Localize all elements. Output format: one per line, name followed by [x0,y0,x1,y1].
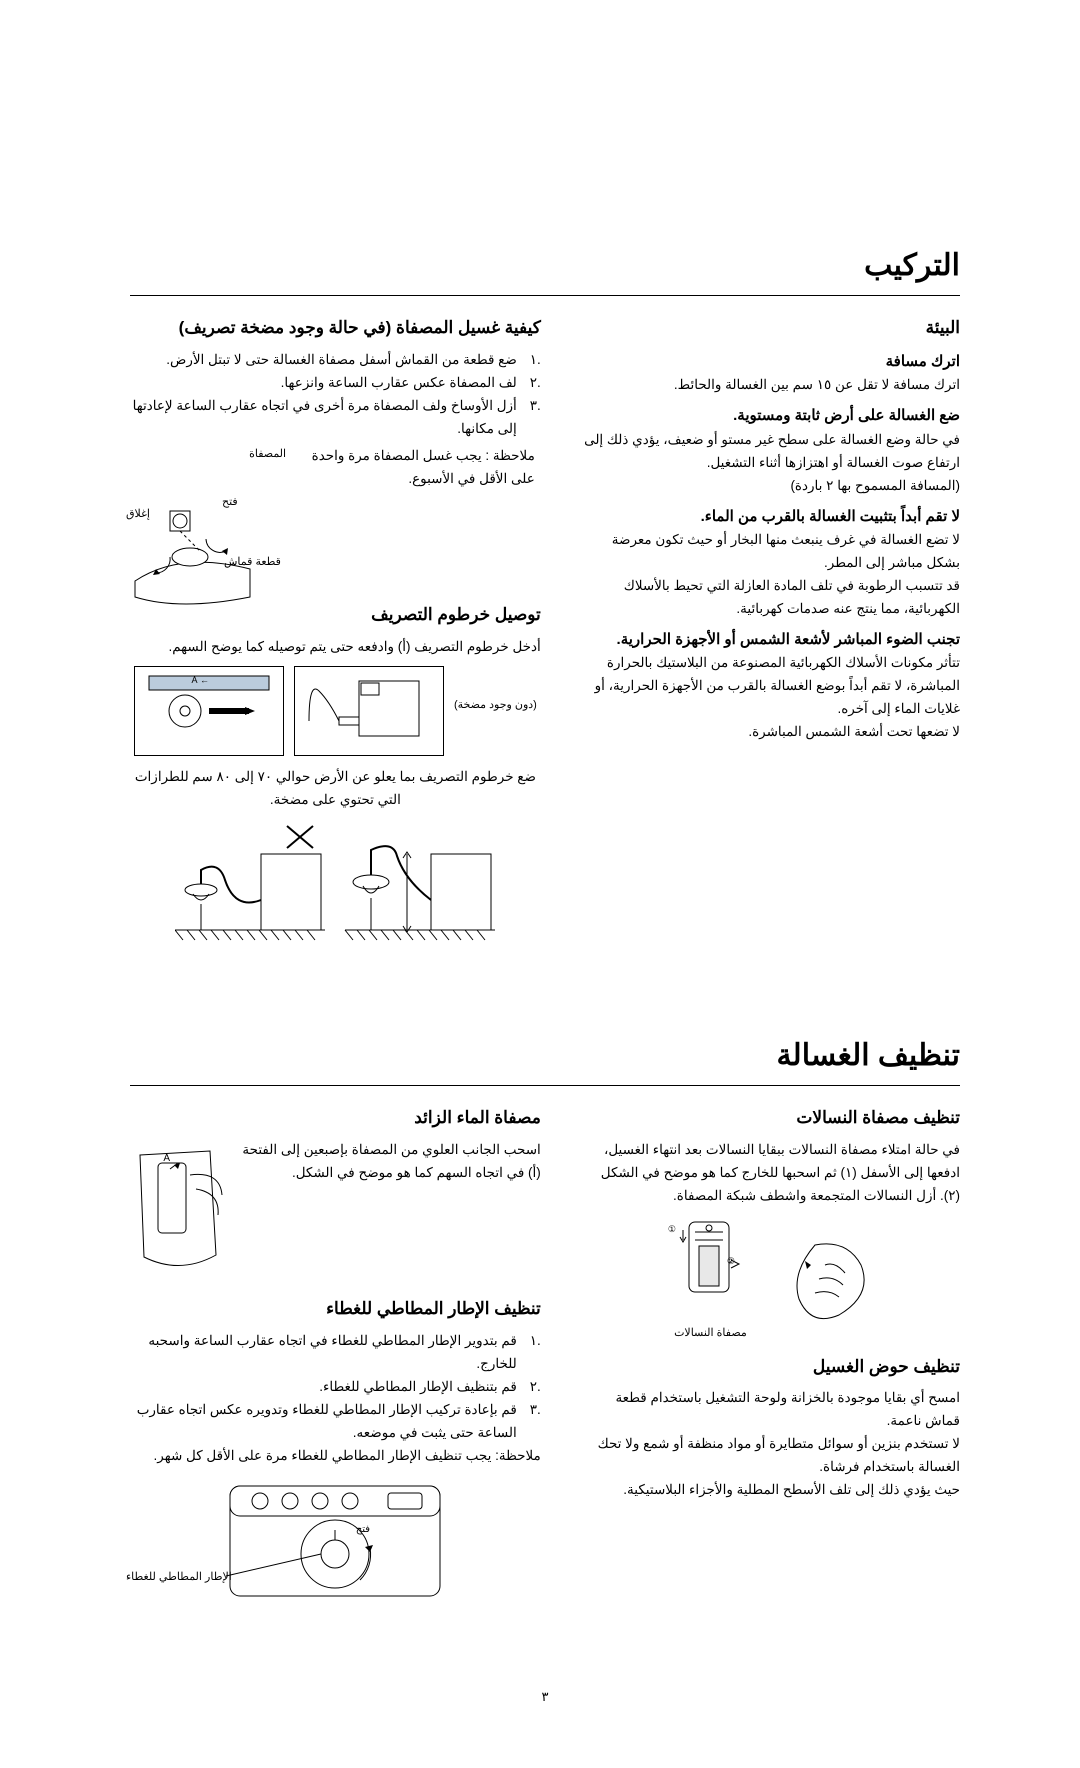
s1-i2: لف المصفاة عكس عقارب الساعة وانزعها. [281,372,517,395]
p3b: قد تتسبب الرطوبة في تلف المادة العازلة ا… [581,575,960,621]
p2a: في حالة وضع الغسالة على سطح غير مستو أو … [581,429,960,475]
cap-note: ملاحظة: يجب تنظيف الإطار المطاطي للغطاء … [130,1445,541,1468]
t3: لا تقم أبداً بتثبيت الغسالة بالقرب من ال… [581,504,960,530]
tub-p3: حيث يؤدي ذلك إلى تلف الأسطح المطلية والأ… [581,1479,960,1502]
t4: تجنب الضوء المباشر لأشعة الشمس أو الأجهز… [581,627,960,653]
svg-text:فتح: فتح [356,1524,370,1535]
page-number: ٣ [130,1686,960,1708]
cap-label: الإطار المطاطي للغطاء [126,1568,232,1587]
p4a: تتأثر مكونات الأسلاك الكهربائية المصنوعة… [581,652,960,721]
env-heading: البيئة [581,314,960,343]
lbl-close: فتح [222,493,238,512]
cap-figure: فتح الإطار المطاطي للغطاء [130,1476,541,1606]
tub-p2: لا تستخدم بنزين أو سوائل متطايرة أو مواد… [581,1433,960,1479]
cap-i1: قم بتدوير الإطار المطاطي للغطاء في اتجاه… [130,1330,517,1376]
lint-p: في حالة امتلاء مصفاة النسالات ببقايا الن… [581,1139,960,1208]
p1: اترك مسافة لا تقل عن ١٥ سم بين الغسالة و… [581,374,960,397]
section2-left: مصفاة الماء الزائد A اسحب الجانب العلوي … [130,1100,541,1605]
section1-title: التركيب [130,240,960,296]
section1-left: كيفية غسيل المصفاة (في حالة وجود مضخة تص… [130,310,541,950]
p2b: (المسافة المسموح بها ٢ باردة) [581,475,960,498]
cap-i3: قم بإعادة تركيب الإطار المطاطي للغطاء وت… [130,1399,517,1445]
lbl-cloth: قطعة قماش [224,553,281,572]
tub-p1: امسح أي بقايا موجودة بالخزانة ولوحة التش… [581,1387,960,1433]
lint-label: مصفاة النسالات [655,1324,765,1343]
svg-text:← A: ← A [191,675,209,685]
p4b: لا تضعها تحت أشعة الشمس المباشرة. [581,721,960,744]
cap-heading: تنظيف الإطار المطاطي للغطاء [130,1295,541,1324]
overflow-figure: A [130,1145,225,1283]
strainer-heading: كيفية غسيل المصفاة (في حالة وجود مضخة تص… [130,314,541,343]
cap-i2: قم بتنظيف الإطار المطاطي للغطاء. [319,1376,517,1399]
lint-heading: تنظيف مصفاة النسالات [581,1104,960,1133]
section2-cols: تنظيف مصفاة النسالات في حالة امتلاء مصفا… [130,1100,960,1605]
s1-note: ملاحظة : يجب غسل المصفاة مرة واحدة على ا… [294,445,534,491]
hose-p: أدخل خرطوم التصريف (أ) وادفعه حتى يتم تو… [130,636,541,659]
t1: اترك مسافة [581,349,960,375]
lbl-open: إغلاق [126,505,150,524]
lbl-filter: المصفاة [249,445,286,464]
hose-figure: (دون وجود مضخة) ← A [130,666,541,756]
strainer-figure: ملاحظة : يجب غسل المصفاة مرة واحدة على ا… [130,445,541,585]
s1-i1: ضع قطعة من القماش أسفل مصفاة الغسالة حتى… [166,349,517,372]
lint-figure: ① ② مصفاة النسالات [581,1214,960,1342]
hose-p3: ضع خرطوم التصريف بما يعلو عن الأرض حوالي… [130,766,541,812]
tub-heading: تنظيف حوض الغسيل [581,1353,960,1382]
s1-i3: أزل الأوساخ ولف المصفاة مرة أخرى في اتجا… [130,395,517,441]
drain-figure [130,820,541,950]
svg-text:A: A [163,1153,170,1164]
p3a: لا تضع الغسالة في غرف ينبعث منها البخار … [581,529,960,575]
section1-right: البيئة اترك مسافة اترك مسافة لا تقل عن ١… [581,310,960,950]
overflow-heading: مصفاة الماء الزائد [130,1104,541,1133]
t2: ضع الغسالة على أرض ثابتة ومستوية. [581,403,960,429]
nopump-label: (دون وجود مضخة) [454,696,537,715]
section2-right: تنظيف مصفاة النسالات في حالة امتلاء مصفا… [581,1100,960,1605]
svg-text:①: ① [668,1224,676,1234]
section1-cols: البيئة اترك مسافة اترك مسافة لا تقل عن ١… [130,310,960,950]
section2-title: تنظيف الغسالة [130,1030,960,1086]
